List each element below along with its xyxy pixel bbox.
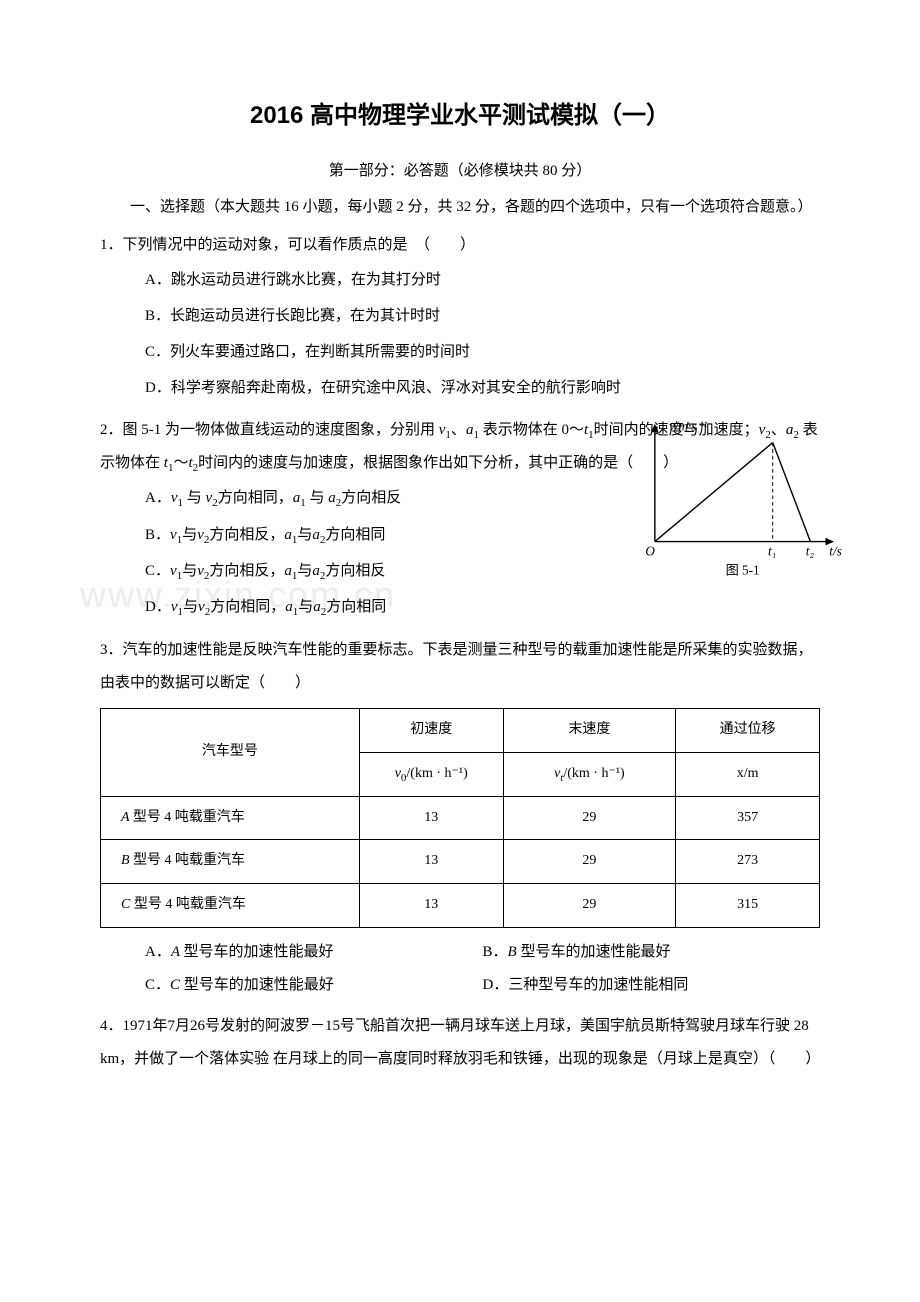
table-row: A 型号 4 吨载重汽车 13 29 357 — [101, 796, 820, 840]
table-row: C 型号 4 吨载重汽车 13 29 315 — [101, 884, 820, 928]
section-instruction: 一、选择题（本大题共 16 小题，每小题 2 分，共 32 分，各题的四个选项中… — [100, 194, 820, 221]
q3-stem: 3．汽车的加速性能是反映汽车性能的重要标志。下表是测量三种型号的载重加速性能是所… — [100, 634, 820, 700]
q3-opt-a: A．A 型号车的加速性能最好 — [145, 936, 483, 969]
table-row: B 型号 4 吨载重汽车 13 29 273 — [101, 840, 820, 884]
q3-opt-b: B．B 型号车的加速性能最好 — [483, 936, 821, 969]
q1-opt-c: C．列火车要通过路口，在判断其所需要的时间时 — [145, 334, 820, 370]
q3-options-row1: A．A 型号车的加速性能最好 B．B 型号车的加速性能最好 — [100, 936, 820, 969]
question-2: 2．图 5-1 为一物体做直线运动的速度图象，分别用 v1、a1 表示物体在 0… — [100, 414, 820, 626]
q1-opt-d: D．科学考察船奔赴南极，在研究途中风浪、浮冰对其安全的航行影响时 — [145, 370, 820, 406]
data-table: 汽车型号 初速度 末速度 通过位移 v0/(km · h⁻¹) vt/(km ·… — [100, 708, 820, 928]
q3-opt-c: C．C 型号车的加速性能最好 — [145, 969, 483, 1002]
th-v0-label: 初速度 — [359, 708, 503, 752]
xlabel: t/s — [829, 544, 841, 559]
th-x-unit: x/m — [676, 752, 820, 796]
q4-stem: 4．1971年7月26号发射的阿波罗－15号飞船首次把一辆月球车送上月球，美国宇… — [100, 1010, 820, 1076]
q3-opt-d: D．三种型号车的加速性能相同 — [483, 969, 821, 1002]
th-vt-unit: vt/(km · h⁻¹) — [503, 752, 676, 796]
question-4: 4．1971年7月26号发射的阿波罗－15号飞船首次把一辆月球车送上月球，美国宇… — [100, 1010, 820, 1076]
q2-opt-a: A．v1 与 v2方向相同，a1 与 a2方向相反 — [145, 480, 820, 516]
page-title: 2016 高中物理学业水平测试模拟（一） — [100, 90, 820, 143]
q1-opt-a: A．跳水运动员进行跳水比赛，在为其打分时 — [145, 262, 820, 298]
question-1: 1．下列情况中的运动对象，可以看作质点的是 （ ） A．跳水运动员进行跳水比赛，… — [100, 229, 820, 406]
th-vt-label: 末速度 — [503, 708, 676, 752]
th-v0-unit: v0/(km · h⁻¹) — [359, 752, 503, 796]
q3-options-row2: C．C 型号车的加速性能最好 D．三种型号车的加速性能相同 — [100, 969, 820, 1002]
q2-opt-c: C．v1与v2方向相反，a1与a2方向相反 — [145, 553, 820, 589]
q1-opt-b: B．长跑运动员进行长跑比赛，在为其计时时 — [145, 298, 820, 334]
q2-opt-b: B．v1与v2方向相反，a1与a2方向相同 — [145, 517, 820, 553]
question-3: 3．汽车的加速性能是反映汽车性能的重要标志。下表是测量三种型号的载重加速性能是所… — [100, 634, 820, 700]
th-model: 汽车型号 — [101, 708, 360, 796]
page-subtitle: 第一部分：必答题（必修模块共 80 分） — [100, 155, 820, 188]
q1-stem: 1．下列情况中的运动对象，可以看作质点的是 （ ） — [100, 229, 820, 262]
ylabel: v/m·s⁻¹ — [669, 419, 707, 433]
th-x-label: 通过位移 — [676, 708, 820, 752]
q2-opt-d: D．v1与v2方向相同，a1与a2方向相同 — [145, 589, 820, 625]
